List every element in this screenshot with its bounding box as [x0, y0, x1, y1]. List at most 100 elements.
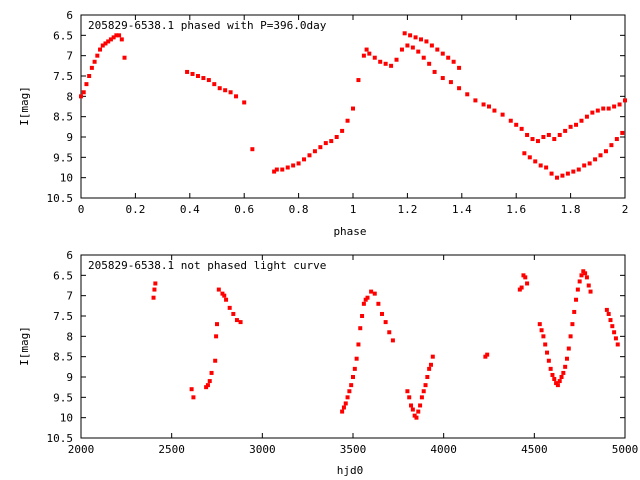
y-tick-label: 10.5 — [47, 192, 74, 205]
y-tick-label: 6 — [66, 9, 73, 22]
data-point — [152, 287, 157, 292]
data-point — [584, 275, 589, 280]
y-tick-label: 7.5 — [53, 70, 73, 83]
data-point — [440, 76, 445, 81]
data-point — [446, 55, 451, 60]
data-points-top — [79, 31, 627, 180]
data-point — [557, 379, 562, 384]
data-point — [100, 43, 105, 48]
data-point — [548, 366, 553, 371]
data-point — [492, 108, 497, 113]
data-point — [307, 153, 312, 158]
data-point — [588, 289, 593, 294]
data-point — [541, 135, 546, 139]
data-point — [215, 322, 219, 327]
data-point — [347, 389, 352, 394]
y-axis-label-top: I[mag] — [18, 86, 31, 126]
data-point — [568, 334, 573, 339]
data-point — [89, 65, 94, 70]
data-point — [465, 92, 470, 97]
data-point — [576, 167, 581, 172]
data-point — [383, 61, 388, 66]
data-point — [106, 39, 111, 44]
x-tick-label: 4000 — [430, 443, 457, 456]
data-point — [302, 157, 307, 162]
y-axis-label-bottom: I[mag] — [18, 326, 31, 366]
data-point — [214, 334, 219, 339]
data-point — [546, 358, 551, 363]
data-point — [423, 383, 428, 388]
data-point — [587, 161, 592, 166]
data-point — [552, 377, 557, 382]
data-point — [566, 346, 571, 351]
data-point — [351, 375, 355, 379]
data-point — [595, 108, 600, 113]
data-point — [583, 271, 588, 276]
data-point — [291, 163, 296, 168]
x-tick-label: 0.8 — [289, 203, 309, 216]
data-point — [352, 366, 357, 371]
data-point — [358, 326, 363, 331]
unphased-light-curve-panel: 205829-6538.1 not phased light curve hjd… — [18, 249, 638, 477]
data-point — [224, 297, 229, 302]
data-point — [613, 336, 618, 341]
y-tick-label: 10.5 — [47, 432, 74, 445]
y-tick-label: 9 — [66, 371, 73, 384]
data-point — [238, 320, 243, 325]
data-point — [79, 94, 83, 99]
data-point — [343, 401, 348, 406]
data-point — [519, 285, 524, 290]
y-tick-label: 8.5 — [53, 351, 73, 364]
data-point — [418, 403, 423, 408]
data-point — [354, 356, 359, 361]
data-point — [554, 381, 559, 386]
data-point — [604, 307, 609, 312]
data-point — [610, 324, 615, 329]
data-point — [564, 356, 569, 361]
data-point — [108, 37, 113, 42]
data-point — [153, 281, 158, 286]
data-point — [428, 362, 433, 367]
data-point — [356, 78, 361, 83]
data-point — [369, 289, 374, 294]
data-point — [122, 55, 127, 60]
data-point — [440, 51, 445, 56]
data-point — [541, 334, 546, 339]
data-point — [545, 350, 550, 355]
data-point — [427, 61, 432, 66]
data-point — [579, 118, 584, 123]
data-point — [557, 132, 562, 137]
data-point — [356, 342, 361, 347]
data-point — [539, 328, 544, 333]
data-point — [608, 318, 613, 323]
data-point — [191, 395, 196, 400]
data-point — [189, 387, 194, 392]
data-point — [408, 33, 413, 38]
data-point — [414, 415, 419, 420]
y-tick-label: 6.5 — [53, 29, 73, 42]
y-tick-label: 9.5 — [53, 391, 73, 404]
x-ticks-bottom: 2000 2500 3000 3500 4000 4500 5000 — [68, 255, 638, 456]
data-point — [84, 82, 89, 87]
data-point — [227, 305, 232, 310]
y-tick-label: 9.5 — [53, 151, 73, 164]
data-point — [334, 135, 339, 139]
data-point — [527, 155, 532, 160]
data-point — [563, 364, 568, 369]
data-point — [483, 354, 488, 359]
data-point — [340, 128, 345, 133]
data-point — [451, 59, 456, 64]
data-point — [220, 291, 225, 296]
data-point — [151, 295, 156, 300]
data-point — [312, 149, 317, 154]
data-point — [98, 47, 103, 52]
data-point — [231, 311, 236, 316]
data-point — [250, 147, 255, 152]
y-tick-label: 8 — [66, 90, 73, 103]
data-point — [216, 287, 221, 292]
data-point — [579, 273, 584, 278]
data-point — [457, 65, 462, 70]
data-point — [574, 297, 579, 302]
data-point — [213, 358, 218, 363]
